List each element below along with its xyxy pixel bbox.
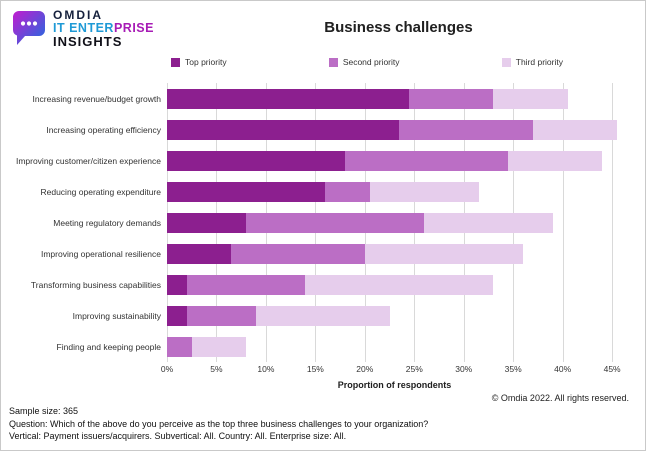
bar-segment bbox=[364, 243, 524, 264]
x-tick-label: 35% bbox=[504, 364, 522, 374]
x-tick-label: 5% bbox=[210, 364, 223, 374]
logo-brand: OMDIA bbox=[53, 8, 103, 22]
bar-segment bbox=[508, 150, 603, 171]
chart-title: Business challenges bbox=[324, 19, 473, 36]
bar-segment bbox=[305, 274, 494, 295]
category-label: Increasing operating efficiency bbox=[46, 124, 161, 135]
bar-segment bbox=[532, 119, 618, 140]
bar-segment bbox=[231, 243, 365, 264]
x-tick-label: 0% bbox=[160, 364, 174, 374]
category-label: Transforming business capabilities bbox=[30, 279, 161, 290]
category-label: Finding and keeping people bbox=[56, 341, 161, 352]
legend: Top priority Second priority Third priorit… bbox=[171, 57, 563, 67]
category-label: Increasing revenue/budget growth bbox=[32, 93, 161, 104]
category-label: Reducing operating expenditure bbox=[40, 186, 161, 197]
bar-row bbox=[167, 114, 622, 145]
bar-segment bbox=[167, 212, 247, 233]
speech-bubble-icon bbox=[13, 11, 45, 45]
question-line: Question: Which of the above do you perc… bbox=[9, 418, 429, 429]
sample-size-line: Sample size: 365 bbox=[9, 406, 79, 416]
plot-area bbox=[167, 83, 622, 362]
x-tick-label: 25% bbox=[405, 364, 423, 374]
category-label: Improving operational resilience bbox=[40, 248, 161, 259]
legend-item: Third priority bbox=[501, 57, 563, 67]
bar-row bbox=[167, 145, 622, 176]
bar-segment bbox=[399, 119, 533, 140]
bar-segment bbox=[493, 88, 568, 109]
bar-row bbox=[167, 300, 622, 331]
legend-swatch bbox=[501, 57, 511, 67]
gridline bbox=[612, 83, 614, 362]
bar-segment bbox=[424, 212, 553, 233]
bar-segment bbox=[167, 336, 192, 357]
bar-row bbox=[167, 269, 622, 300]
gridline bbox=[562, 83, 564, 362]
bar-segment bbox=[186, 305, 257, 326]
logo-insights: INSIGHTS bbox=[53, 33, 123, 49]
category-labels: Increasing revenue/budget growth Increasi… bbox=[9, 83, 167, 390]
category-label: Improving customer/citizen experience bbox=[15, 155, 161, 166]
bar-segment bbox=[167, 150, 346, 171]
vertical-line: Vertical: Payment issuers/acquirers. Sub… bbox=[9, 431, 347, 441]
x-tick-label: 30% bbox=[455, 364, 473, 374]
bar-segment bbox=[325, 181, 370, 202]
x-tick-label: 10% bbox=[257, 364, 275, 374]
chart: Increasing revenue/budget growth Increasi… bbox=[9, 83, 622, 390]
bubble-shape bbox=[13, 11, 45, 45]
bar-row bbox=[167, 331, 622, 362]
bar-segment bbox=[409, 88, 494, 109]
bar-row bbox=[167, 238, 622, 269]
bar-segment bbox=[167, 119, 400, 140]
bar-segment bbox=[345, 150, 509, 171]
bar-segment bbox=[167, 243, 232, 264]
omdia-logo: OMDIA IT ENTERPRISE INSIGHTS bbox=[11, 9, 154, 48]
bar-segment bbox=[369, 181, 479, 202]
bar-segment bbox=[256, 305, 390, 326]
bar-segment bbox=[167, 274, 187, 295]
logo-product-line: IT ENTERPRISE bbox=[53, 20, 154, 35]
x-axis: 0% 5% 10% 15% 20% 25% 30% 35% 40% 45% bbox=[161, 364, 622, 376]
bar-segment bbox=[191, 336, 247, 357]
logo-product-accent: PRISE bbox=[113, 20, 154, 35]
legend-label: Second priority bbox=[342, 57, 400, 67]
category-label: Improving sustainability bbox=[72, 310, 161, 321]
legend-item: Top priority bbox=[171, 57, 227, 67]
x-axis-label: Proportion of respondents bbox=[337, 380, 452, 390]
bar-segment bbox=[167, 305, 187, 326]
x-tick-label: 15% bbox=[306, 364, 324, 374]
legend-label: Top priority bbox=[185, 57, 227, 67]
bar-segment bbox=[167, 181, 326, 202]
logo-product-primary: IT ENTER bbox=[53, 20, 114, 35]
x-tick-label: 45% bbox=[603, 364, 621, 374]
legend-swatch bbox=[328, 57, 338, 67]
bar-row bbox=[167, 83, 622, 114]
bar-row bbox=[167, 176, 622, 207]
legend-label: Third priority bbox=[515, 57, 563, 67]
bar-segment bbox=[186, 274, 306, 295]
footnote: Sample size: 365 Question: Which of the … bbox=[9, 405, 428, 443]
logo-text: OMDIA IT ENTERPRISE INSIGHTS bbox=[53, 9, 154, 48]
bar-row bbox=[167, 207, 622, 238]
copyright-notice: © Omdia 2022. All rights reserved. bbox=[491, 393, 629, 403]
legend-swatch bbox=[171, 57, 180, 67]
bar-rows bbox=[167, 83, 622, 362]
plot-column: 0% 5% 10% 15% 20% 25% 30% 35% 40% 45% Proportion … bbox=[161, 83, 622, 390]
legend-item: Second priority bbox=[328, 57, 400, 67]
x-tick-label: 20% bbox=[356, 364, 374, 374]
category-label: Meeting regulatory demands bbox=[53, 217, 161, 228]
x-tick-label: 40% bbox=[554, 364, 572, 374]
bar-segment bbox=[246, 212, 425, 233]
bar-segment bbox=[167, 88, 410, 109]
